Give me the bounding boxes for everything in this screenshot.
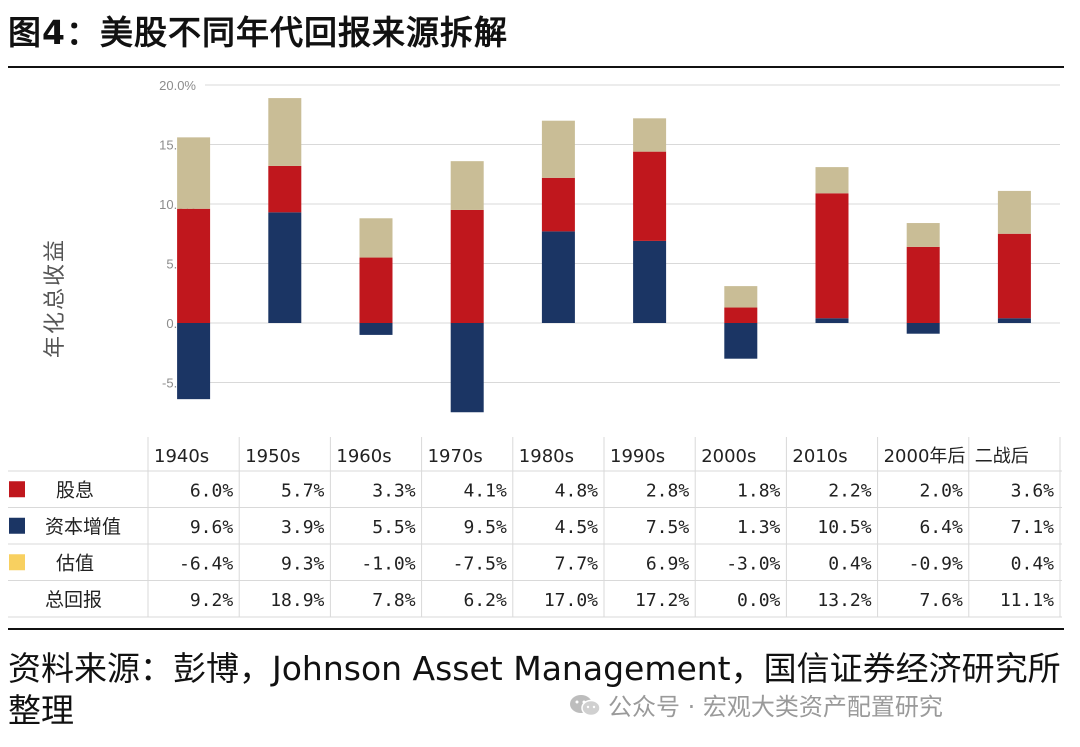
table-value-cell: 0.0% <box>737 590 781 611</box>
bar-dividend <box>815 193 849 319</box>
legend-swatch <box>9 554 25 571</box>
legend-swatch <box>9 481 25 498</box>
table-row-label: 估值 <box>56 552 94 574</box>
bar-valuation <box>450 161 484 210</box>
table-header-cell: 2000年后 <box>884 446 966 467</box>
figure-title: 图4：美股不同年代回报来源拆解 <box>8 13 508 52</box>
table-header-cell: 1970s <box>428 446 483 467</box>
bar-dividend <box>997 233 1031 319</box>
table-value-cell: 10.5% <box>817 517 871 538</box>
table-value-cell: 4.5% <box>555 517 599 538</box>
bar-capital-growth <box>450 323 484 413</box>
bar-capital-growth <box>541 231 575 323</box>
watermark-text: 公众号 · 宏观大类资产配置研究 <box>608 693 943 721</box>
bottom-rule <box>8 628 1064 630</box>
table-value-cell: 1.8% <box>737 480 781 501</box>
table-header-cell: 二战后 <box>975 446 1029 467</box>
table-header-cell: 1990s <box>610 446 665 467</box>
table-header-cell: 1960s <box>336 446 391 467</box>
table-value-cell: 2.0% <box>919 480 963 501</box>
bar-dividend <box>359 257 393 323</box>
table-value-cell: 0.4% <box>1011 553 1055 574</box>
table-value-cell: -1.0% <box>361 553 415 574</box>
table-value-cell: -7.5% <box>453 553 507 574</box>
bar-dividend <box>906 246 940 323</box>
table-value-cell: 2.2% <box>828 480 872 501</box>
y-tick-label: 20.0% <box>159 78 196 93</box>
bar-dividend <box>541 177 575 232</box>
table-row-label: 总回报 <box>45 589 102 611</box>
table-row-label: 股息 <box>56 479 94 501</box>
y-axis-label: 年化总收益 <box>43 238 68 358</box>
table-value-cell: 6.9% <box>646 553 690 574</box>
bar-valuation <box>359 218 393 258</box>
bar-capital-growth <box>268 212 302 323</box>
bar-valuation <box>906 223 940 247</box>
chart: 20.0%15.0%10.0%5.0%0.0%-5.0%年化总收益1940s19… <box>8 78 1062 618</box>
top-rule <box>8 66 1064 68</box>
table-value-cell: 9.6% <box>190 517 234 538</box>
wechat-icon <box>570 694 601 716</box>
bar-capital-growth <box>906 323 940 334</box>
table-value-cell: 4.8% <box>555 480 599 501</box>
table-value-cell: 7.8% <box>372 590 416 611</box>
table-value-cell: 7.6% <box>919 590 963 611</box>
source-text: 资料来源：彭博，Johnson Asset Management，国信证券经济研… <box>8 649 1061 730</box>
source-note: 资料来源：彭博，Johnson Asset Management，国信证券经济研… <box>8 648 1068 732</box>
table-value-cell: -0.9% <box>909 553 963 574</box>
legend-swatch <box>9 517 25 534</box>
table-value-cell: 7.5% <box>646 517 690 538</box>
table-value-cell: 3.9% <box>281 517 325 538</box>
table-value-cell: 6.0% <box>190 480 234 501</box>
bar-valuation <box>633 118 667 152</box>
bar-dividend <box>177 208 211 323</box>
bar-valuation <box>177 137 211 209</box>
table-value-cell: 6.2% <box>463 590 507 611</box>
bar-valuation <box>541 120 575 178</box>
bar-capital-growth <box>724 323 758 359</box>
table-value-cell: 7.7% <box>555 553 599 574</box>
bar-valuation <box>997 190 1031 234</box>
bar-capital-growth <box>815 318 849 323</box>
table-value-cell: -6.4% <box>179 553 233 574</box>
table-value-cell: 5.5% <box>372 517 416 538</box>
table-value-cell: 0.4% <box>828 553 872 574</box>
table-value-cell: 17.2% <box>635 590 689 611</box>
table-value-cell: 18.9% <box>270 590 324 611</box>
table-header-cell: 1980s <box>519 446 574 467</box>
bar-capital-growth <box>633 240 667 323</box>
bar-capital-growth <box>359 323 393 335</box>
table-value-cell: 4.1% <box>463 480 507 501</box>
table-value-cell: 13.2% <box>817 590 871 611</box>
watermark: 公众号 · 宏观大类资产配置研究 <box>568 687 943 722</box>
bar-valuation <box>724 286 758 308</box>
bar-dividend <box>724 307 758 323</box>
bar-valuation <box>268 98 302 166</box>
table-value-cell: 9.2% <box>190 590 234 611</box>
table-value-cell: 11.1% <box>1000 590 1054 611</box>
table-header-cell: 1950s <box>245 446 300 467</box>
table-header-cell: 2000s <box>701 446 756 467</box>
bar-capital-growth <box>177 323 211 400</box>
bar-dividend <box>268 165 302 213</box>
table-value-cell: 2.8% <box>646 480 690 501</box>
table-value-cell: -3.0% <box>726 553 780 574</box>
table-value-cell: 17.0% <box>544 590 598 611</box>
table-value-cell: 1.3% <box>737 517 781 538</box>
table-header-cell: 1940s <box>154 446 209 467</box>
bar-dividend <box>450 209 484 323</box>
table-value-cell: 3.6% <box>1011 480 1055 501</box>
table-value-cell: 3.3% <box>372 480 416 501</box>
bar-capital-growth <box>997 318 1031 323</box>
table-value-cell: 7.1% <box>1011 517 1055 538</box>
table-value-cell: 6.4% <box>919 517 963 538</box>
table-value-cell: 5.7% <box>281 480 325 501</box>
table-value-cell: 9.3% <box>281 553 325 574</box>
table-header-cell: 2010s <box>792 446 847 467</box>
bar-valuation <box>815 167 849 194</box>
bar-dividend <box>633 151 667 241</box>
table-row-label: 资本增值 <box>45 516 121 538</box>
table-value-cell: 9.5% <box>463 517 507 538</box>
